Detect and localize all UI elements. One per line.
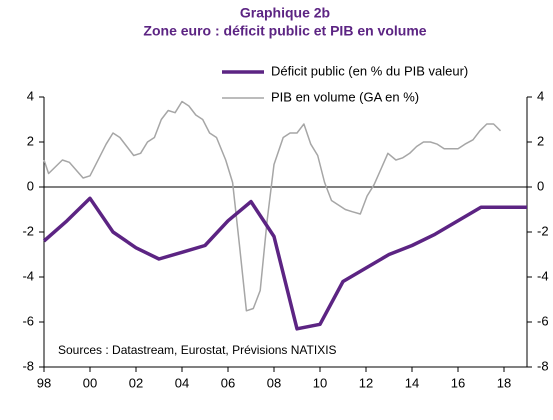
legend-label: PIB en volume (GA en %) [271,89,419,104]
y2-tick-label: 0 [537,178,544,193]
x-tick-label: 10 [313,375,327,390]
y-tick-label: -6 [22,313,34,328]
y-tick-label: -4 [22,268,34,283]
x-tick-label: 12 [359,375,373,390]
y-tick-label: -8 [22,358,34,373]
x-tick-label: 14 [405,375,419,390]
x-tick-label: 98 [37,375,51,390]
legend-label: Déficit public (en % du PIB valeur) [271,63,468,78]
y2-tick-label: 2 [537,133,544,148]
source-note: Sources : Datastream, Eurostat, Prévisio… [58,343,337,357]
x-tick-label: 18 [497,375,511,390]
x-tick-label: 00 [83,375,97,390]
data-line [42,196,527,331]
chart-title: Graphique 2b [240,5,330,21]
chart-subtitle: Zone euro : déficit public et PIB en vol… [143,23,426,39]
x-tick-label: 06 [221,375,235,390]
y2-tick-label: -2 [537,223,549,238]
x-tick-label: 08 [267,375,281,390]
y2-tick-label: -8 [537,358,549,373]
y2-tick-label: -6 [537,313,549,328]
y-tick-label: 2 [27,133,34,148]
y2-tick-label: -4 [537,268,549,283]
x-tick-label: 16 [451,375,465,390]
x-tick-label: 04 [175,375,189,390]
y-tick-label: 4 [27,88,34,103]
data-line [43,100,502,312]
y-tick-label: -2 [22,223,34,238]
y-tick-label: 0 [27,178,34,193]
x-tick-label: 02 [129,375,143,390]
y2-tick-label: 4 [537,88,544,103]
